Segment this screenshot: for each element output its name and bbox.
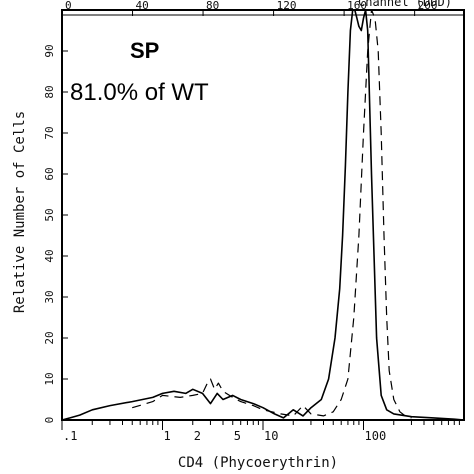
y-tick-label: 20	[43, 331, 56, 344]
y-tick-label: 60	[43, 167, 56, 180]
bottom-tick-label: 10	[264, 429, 278, 443]
bottom-tick-label: 5	[234, 429, 241, 443]
y-tick-label: 50	[43, 208, 56, 221]
bottom-tick-label: 2	[194, 429, 201, 443]
plot-frame	[61, 9, 465, 421]
top-axis-ticks: 0 40 80 120 160 200	[61, 0, 438, 16]
y-tick-label: 80	[43, 85, 56, 98]
top-tick-label: 160	[347, 0, 367, 12]
top-axis-label: Channel (DDD)	[358, 0, 452, 9]
y-axis-label: Relative Number of Cells	[12, 111, 28, 313]
series-layer	[61, 9, 465, 421]
top-tick-label: 40	[136, 0, 149, 12]
top-tick-label: 200	[418, 0, 438, 12]
dashed-series-line	[132, 9, 412, 419]
bottom-tick-label: .1	[63, 429, 77, 443]
y-tick-label: 40	[43, 249, 56, 262]
y-tick-label: 30	[43, 290, 56, 303]
y-tick-label: 70	[43, 126, 56, 139]
y-tick-label: 90	[43, 44, 56, 57]
chart-annotation: 81.0% of WT	[70, 79, 209, 106]
x-axis-label: CD4 (Phycoerythrin)	[178, 455, 338, 471]
solid-series-line	[61, 9, 465, 421]
top-tick-label: 0	[65, 0, 72, 12]
y-tick-label: 0	[43, 417, 56, 424]
top-tick-label: 120	[277, 0, 297, 12]
top-tick-label: 80	[206, 0, 219, 12]
bottom-tick-label: 1	[164, 429, 171, 443]
y-tick-label: 10	[43, 372, 56, 385]
bottom-tick-label: 100	[365, 429, 387, 443]
bottom-axis-ticks: .1 1 2 5 10 100	[61, 420, 460, 443]
y-axis-ticks: 0 10 20 30 40 50 60 70 80 90	[43, 44, 68, 423]
chart-title: SP	[130, 38, 159, 63]
